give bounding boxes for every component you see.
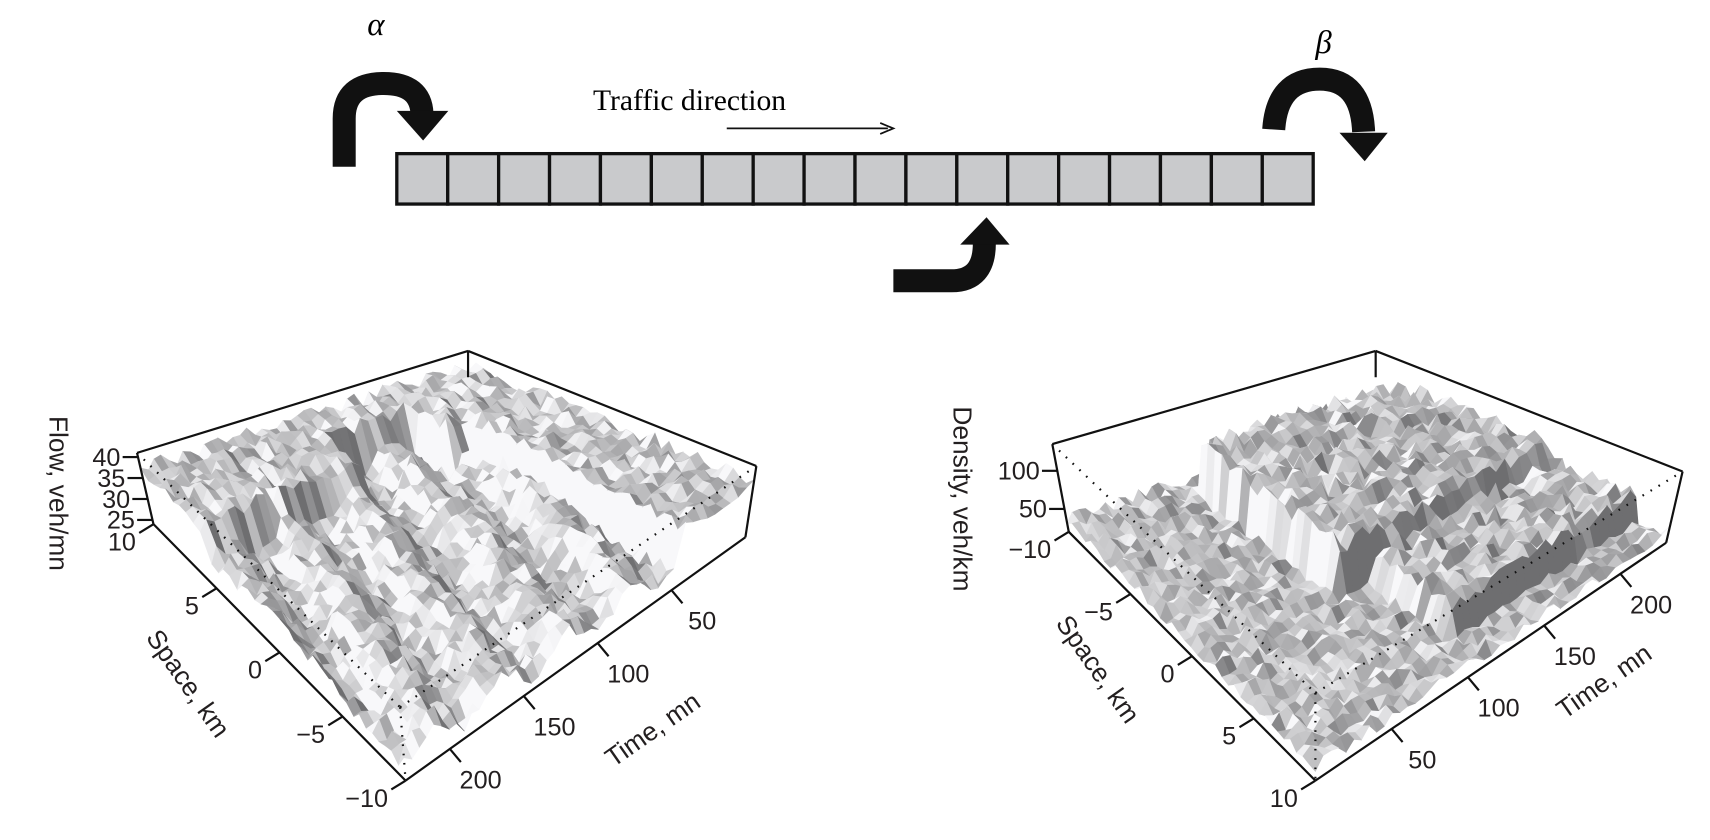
- box-edge: [136, 349, 469, 454]
- beta-label: β: [1314, 25, 1332, 61]
- space-tick: [327, 715, 344, 727]
- z-tick-label: 30: [102, 486, 130, 514]
- time-tick: [1543, 624, 1556, 640]
- space-tick-label: 5: [1222, 723, 1236, 751]
- space-tick-label: 10: [108, 528, 136, 556]
- road-cell: [1056, 151, 1112, 206]
- time-tick: [522, 695, 536, 710]
- z-axis-line: [135, 452, 155, 525]
- space-tick-label: −10: [345, 785, 388, 813]
- road-cell: [751, 151, 806, 206]
- road-cell: [649, 151, 704, 206]
- time-tick: [1619, 573, 1633, 588]
- space-tick: [1115, 593, 1131, 604]
- onramp-arrow-icon: [893, 217, 1010, 293]
- z-axis-label: Density, veh/km: [948, 406, 978, 591]
- space-axis-label: Space, km: [1050, 610, 1146, 729]
- road-cell: [853, 151, 908, 206]
- box-edge: [744, 465, 758, 538]
- road-cell: [1209, 151, 1264, 206]
- surface-facet: [398, 742, 413, 766]
- road-cell: [955, 151, 1010, 206]
- time-axis-line: [404, 536, 747, 782]
- time-tick: [670, 589, 684, 605]
- road-cell: [700, 151, 755, 206]
- road-cell: [1107, 151, 1163, 206]
- surface: [1066, 381, 1671, 773]
- hidden-edge: [399, 465, 757, 709]
- space-tick: [1238, 717, 1255, 729]
- inflow-arrow-icon: [332, 71, 449, 167]
- space-tick-label: −10: [1008, 536, 1051, 564]
- density-surface-plot: 50 100 −10 −5 0 5 10 50 100 150 200 Density, veh/km…: [948, 349, 1684, 813]
- time-tick: [449, 748, 462, 763]
- z-axis-label: Flow, veh/mn: [43, 416, 73, 571]
- space-tick-label: −5: [1084, 598, 1113, 626]
- surface: [139, 362, 755, 766]
- road-cell: [598, 151, 654, 206]
- traffic-direction-label: Traffic direction: [593, 85, 786, 117]
- box-edge: [1665, 471, 1684, 544]
- space-tick: [264, 651, 281, 663]
- time-axis-label: Time, mn: [599, 686, 705, 773]
- time-tick: [1390, 728, 1404, 743]
- traffic-direction-arrow: [726, 122, 896, 135]
- road-cell: [547, 151, 603, 206]
- time-tick-label: 150: [533, 713, 575, 741]
- z-tick-label: 40: [92, 444, 120, 472]
- road-cells: [395, 151, 1315, 206]
- road-cell: [395, 151, 450, 206]
- time-tick-label: 50: [1408, 746, 1436, 774]
- box-edge: [467, 349, 757, 468]
- z-tick-label: 35: [97, 465, 125, 493]
- time-tick-label: 150: [1554, 643, 1596, 671]
- space-tick-label: 0: [248, 657, 262, 685]
- time-tick-label: 100: [1478, 695, 1520, 723]
- space-tick-label: 10: [1270, 785, 1298, 813]
- space-tick: [1177, 655, 1193, 666]
- time-tick: [596, 642, 610, 657]
- space-tick-label: 0: [1160, 661, 1174, 689]
- space-tick: [1300, 779, 1316, 791]
- road-cell: [1260, 151, 1315, 206]
- road-cell: [802, 151, 857, 206]
- time-tick-label: 200: [1630, 591, 1672, 619]
- z-tick-label: 100: [998, 458, 1040, 486]
- road-diagram: α β Traffic direction: [332, 7, 1388, 293]
- space-axis-label: Space, km: [140, 624, 236, 743]
- road-cell: [446, 151, 501, 206]
- space-tick: [390, 779, 407, 791]
- road-cell: [1158, 151, 1214, 206]
- road-cell: [904, 151, 959, 206]
- road-cell: [496, 151, 552, 206]
- space-tick-label: −5: [296, 721, 325, 749]
- z-tick-label: 50: [1019, 496, 1047, 524]
- z-tick-label: 25: [107, 507, 135, 535]
- time-tick-label: 200: [460, 766, 502, 794]
- space-tick: [138, 523, 155, 534]
- space-tick: [1053, 530, 1070, 542]
- outflow-arrow-icon: [1262, 67, 1388, 162]
- time-tick: [1467, 676, 1480, 692]
- plot-box: [135, 349, 758, 782]
- alpha-label: α: [367, 7, 385, 43]
- time-tick-label: 100: [607, 661, 649, 689]
- space-tick: [201, 587, 218, 598]
- time-tick-label: 50: [688, 608, 716, 636]
- road-cell: [1006, 151, 1061, 206]
- space-tick-label: 5: [185, 593, 199, 621]
